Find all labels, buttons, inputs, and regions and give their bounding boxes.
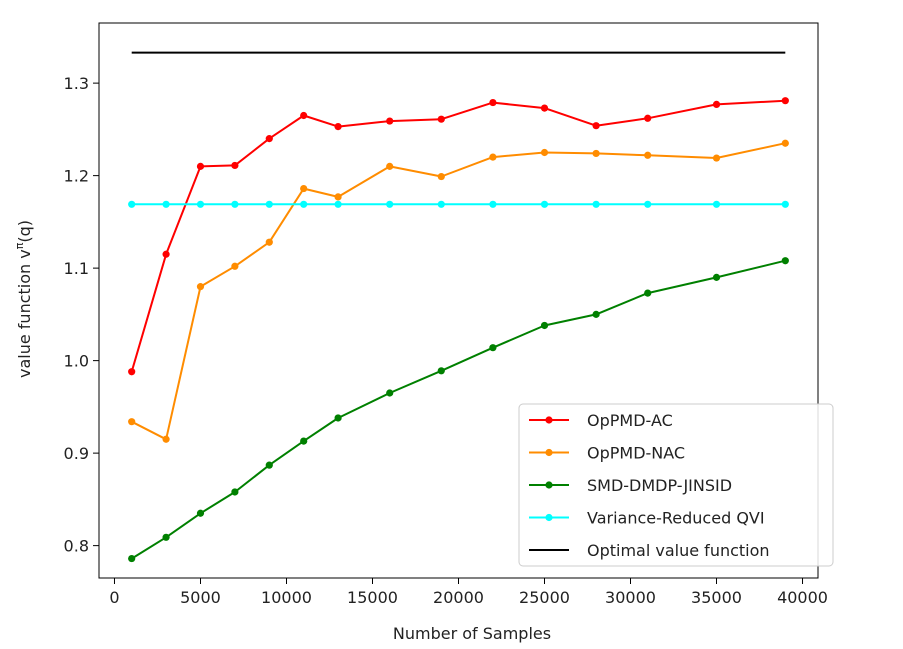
y-axis-label-main: value function v: [15, 249, 34, 378]
data-point: [334, 200, 342, 208]
data-point: [300, 200, 308, 208]
legend-label: Variance-Reduced QVI: [587, 509, 765, 528]
legend: OpPMD-AC OpPMD-NAC SMD-DMDP-JINSID Variance…: [518, 403, 834, 567]
data-point: [231, 262, 239, 270]
x-tick-label: 25000: [519, 588, 570, 607]
data-point: [128, 418, 136, 426]
data-point: [334, 193, 342, 201]
data-point: [781, 97, 789, 105]
data-point: [162, 250, 170, 258]
data-point: [162, 200, 170, 208]
data-point: [437, 367, 445, 375]
y-axis-label: value function vπ(q): [13, 220, 34, 378]
x-tick-label: 0: [109, 588, 119, 607]
data-point: [644, 200, 652, 208]
legend-label: Optimal value function: [587, 541, 770, 560]
data-point: [231, 200, 239, 208]
data-point: [592, 149, 600, 158]
x-tick-label: 40000: [777, 588, 828, 607]
legend-swatch-marker: [545, 448, 553, 457]
data-point: [162, 435, 170, 443]
legend-label: OpPMD-AC: [587, 411, 673, 430]
legend-swatch-marker: [545, 513, 553, 522]
data-point: [781, 200, 789, 208]
data-point: [196, 509, 205, 517]
data-point: [196, 200, 205, 208]
data-point: [300, 437, 308, 445]
y-tick-label: 1.1: [64, 259, 89, 278]
data-point: [644, 114, 652, 122]
x-tick-label: 30000: [605, 588, 656, 607]
data-point: [712, 154, 721, 162]
data-point: [781, 257, 789, 265]
data-point: [334, 414, 342, 422]
series-layer: [128, 51, 789, 563]
data-point: [489, 98, 497, 107]
data-point: [128, 368, 136, 376]
data-point: [128, 200, 136, 208]
x-tick-label: 5000: [180, 588, 221, 607]
legend-swatch-marker: [545, 481, 553, 489]
data-point: [644, 151, 652, 159]
data-point: [265, 461, 273, 469]
data-point: [592, 310, 600, 318]
data-point: [437, 172, 445, 181]
y-tick-label: 0.9: [64, 444, 89, 463]
data-point: [196, 283, 205, 291]
y-axis-label-superscript: π: [13, 242, 26, 249]
data-point: [540, 200, 549, 208]
data-point: [386, 200, 394, 208]
data-point: [334, 123, 342, 131]
data-point: [386, 162, 394, 170]
data-point: [265, 135, 273, 143]
y-tick-label: 1.0: [64, 352, 89, 371]
data-point: [712, 100, 721, 108]
data-point: [592, 200, 600, 208]
data-point: [489, 153, 497, 161]
data-point: [300, 184, 308, 193]
data-point: [489, 344, 497, 352]
legend-label: SMD-DMDP-JINSID: [587, 476, 732, 495]
legend-swatch-marker: [545, 416, 553, 424]
data-point: [300, 111, 308, 120]
data-point: [231, 488, 239, 496]
data-point: [540, 148, 549, 157]
data-point: [712, 273, 721, 281]
data-point: [265, 200, 273, 208]
data-point: [712, 200, 721, 208]
data-point: [162, 533, 170, 541]
data-point: [540, 104, 549, 112]
x-tick-label: 35000: [691, 588, 742, 607]
data-point: [592, 122, 600, 130]
x-tick-label: 10000: [261, 588, 312, 607]
y-axis-ticks: 0.8 0.9 1.0 1.1 1.2 1.3: [64, 74, 99, 556]
data-point: [540, 321, 549, 330]
data-point: [128, 554, 136, 563]
y-axis-label-tail: (q): [15, 220, 34, 243]
y-tick-label: 0.8: [64, 537, 89, 556]
data-point: [386, 117, 394, 125]
data-point: [437, 115, 445, 123]
x-axis-ticks: 0 5000 10000 15000 20000 25000 30000 35000 40000: [109, 578, 828, 607]
y-tick-label: 1.2: [64, 167, 89, 186]
legend-frame: [518, 403, 834, 567]
data-point: [196, 162, 205, 170]
data-point: [386, 389, 394, 397]
data-point: [231, 161, 239, 170]
x-tick-label: 15000: [347, 588, 398, 607]
data-point: [265, 238, 273, 246]
x-axis-label: Number of Samples: [393, 624, 551, 643]
data-point: [644, 289, 652, 297]
data-point: [489, 200, 497, 208]
legend-label: OpPMD-NAC: [587, 444, 685, 463]
data-point: [437, 200, 445, 208]
data-point: [781, 139, 789, 147]
y-tick-label: 1.3: [64, 74, 89, 93]
x-tick-label: 20000: [433, 588, 484, 607]
